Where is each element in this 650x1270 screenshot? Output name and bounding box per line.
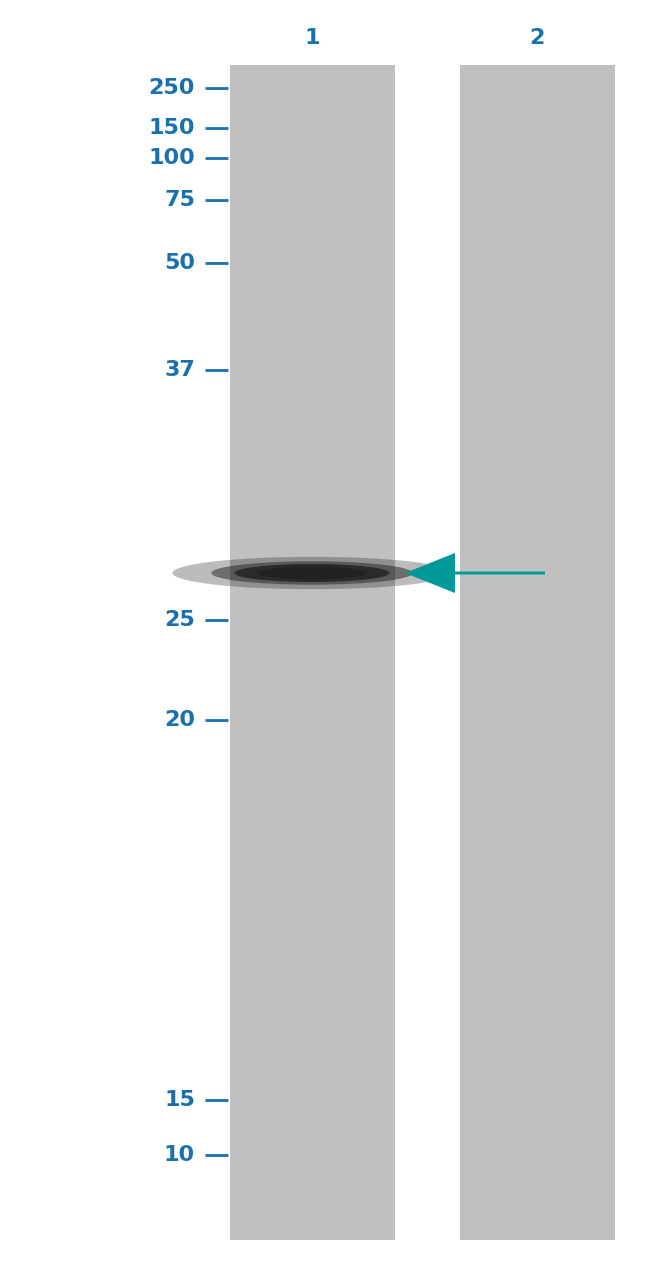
Text: 25: 25 — [164, 610, 195, 630]
Text: 150: 150 — [148, 118, 195, 138]
Bar — [230, 65, 395, 1240]
Ellipse shape — [235, 564, 389, 582]
Text: 250: 250 — [149, 77, 195, 98]
Text: 37: 37 — [164, 359, 195, 380]
Text: 20: 20 — [164, 710, 195, 730]
Text: 75: 75 — [164, 190, 195, 210]
Bar — [460, 65, 615, 1240]
Ellipse shape — [211, 561, 413, 584]
Ellipse shape — [258, 566, 366, 579]
Text: 10: 10 — [164, 1146, 195, 1165]
Text: 15: 15 — [164, 1090, 195, 1110]
Text: 2: 2 — [529, 28, 545, 48]
Text: 100: 100 — [148, 149, 195, 168]
FancyArrow shape — [405, 552, 545, 593]
Ellipse shape — [172, 556, 452, 589]
Text: 1: 1 — [304, 28, 320, 48]
Text: 50: 50 — [164, 253, 195, 273]
